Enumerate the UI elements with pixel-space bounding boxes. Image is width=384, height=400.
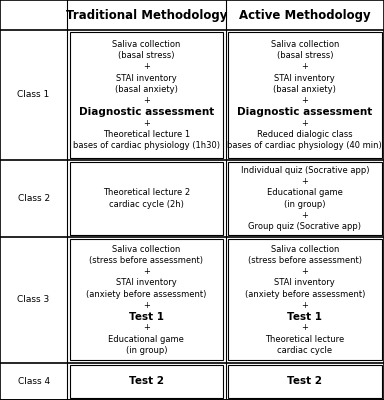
Text: STAI inventory: STAI inventory <box>116 278 177 288</box>
Text: Test 2: Test 2 <box>287 376 322 386</box>
Bar <box>70 32 223 158</box>
Text: +: + <box>301 324 308 332</box>
Text: Saliva collection: Saliva collection <box>112 245 180 254</box>
Text: Theoretical lecture 2: Theoretical lecture 2 <box>103 188 190 197</box>
Text: +: + <box>301 267 308 276</box>
Text: (stress before assessment): (stress before assessment) <box>248 256 362 265</box>
Text: +: + <box>143 118 150 128</box>
Text: +: + <box>301 211 308 220</box>
Text: Reduced dialogic class: Reduced dialogic class <box>257 130 353 139</box>
Text: Class 3: Class 3 <box>18 295 50 304</box>
Text: (in group): (in group) <box>126 346 167 355</box>
Text: (basal anxiety): (basal anxiety) <box>115 85 178 94</box>
Text: Educational game: Educational game <box>108 335 184 344</box>
Text: (basal stress): (basal stress) <box>118 51 175 60</box>
Text: Educational game: Educational game <box>267 188 343 197</box>
Text: STAI inventory: STAI inventory <box>275 74 335 82</box>
Text: +: + <box>301 301 308 310</box>
Text: (anxiety before assessment): (anxiety before assessment) <box>86 290 207 299</box>
Bar <box>228 365 382 398</box>
Bar <box>70 365 223 398</box>
Text: Group quiz (Socrative app): Group quiz (Socrative app) <box>248 222 361 231</box>
Text: Diagnostic assessment: Diagnostic assessment <box>79 107 214 117</box>
Text: Class 1: Class 1 <box>18 90 50 100</box>
Bar <box>70 162 223 235</box>
Text: +: + <box>301 118 308 128</box>
Bar <box>0 0 384 30</box>
Text: +: + <box>143 96 150 105</box>
Text: bases of cardiac physiology (40 min): bases of cardiac physiology (40 min) <box>227 141 382 150</box>
Text: (anxiety before assessment): (anxiety before assessment) <box>245 290 365 299</box>
Text: Saliva collection: Saliva collection <box>271 245 339 254</box>
Text: Class 2: Class 2 <box>18 194 50 203</box>
Bar <box>228 32 382 158</box>
Text: +: + <box>301 177 308 186</box>
Bar <box>228 240 382 360</box>
Text: Theoretical lecture: Theoretical lecture <box>265 335 344 344</box>
Text: +: + <box>143 301 150 310</box>
Text: Diagnostic assessment: Diagnostic assessment <box>237 107 372 117</box>
Text: Test 2: Test 2 <box>129 376 164 386</box>
Text: (stress before assessment): (stress before assessment) <box>89 256 204 265</box>
Bar <box>70 240 223 360</box>
Text: Class 4: Class 4 <box>18 377 50 386</box>
Text: Test 1: Test 1 <box>129 312 164 322</box>
Text: cardiac cycle (2h): cardiac cycle (2h) <box>109 200 184 209</box>
Text: Traditional Methodology: Traditional Methodology <box>66 8 227 22</box>
Text: STAI inventory: STAI inventory <box>116 74 177 82</box>
Text: STAI inventory: STAI inventory <box>275 278 335 288</box>
Text: Theoretical lecture 1: Theoretical lecture 1 <box>103 130 190 139</box>
Bar <box>228 162 382 235</box>
Text: cardiac cycle: cardiac cycle <box>277 346 333 355</box>
Text: +: + <box>301 96 308 105</box>
Text: +: + <box>143 62 150 71</box>
Text: +: + <box>143 267 150 276</box>
Text: +: + <box>301 62 308 71</box>
Text: (basal stress): (basal stress) <box>276 51 333 60</box>
Text: (in group): (in group) <box>284 200 326 209</box>
Text: Active Methodology: Active Methodology <box>239 8 371 22</box>
Text: Saliva collection: Saliva collection <box>112 40 180 49</box>
Text: bases of cardiac physiology (1h30): bases of cardiac physiology (1h30) <box>73 141 220 150</box>
Text: Test 1: Test 1 <box>287 312 322 322</box>
Text: (basal anxiety): (basal anxiety) <box>273 85 336 94</box>
Text: Individual quiz (Socrative app): Individual quiz (Socrative app) <box>240 166 369 175</box>
Text: +: + <box>143 324 150 332</box>
Text: Saliva collection: Saliva collection <box>271 40 339 49</box>
